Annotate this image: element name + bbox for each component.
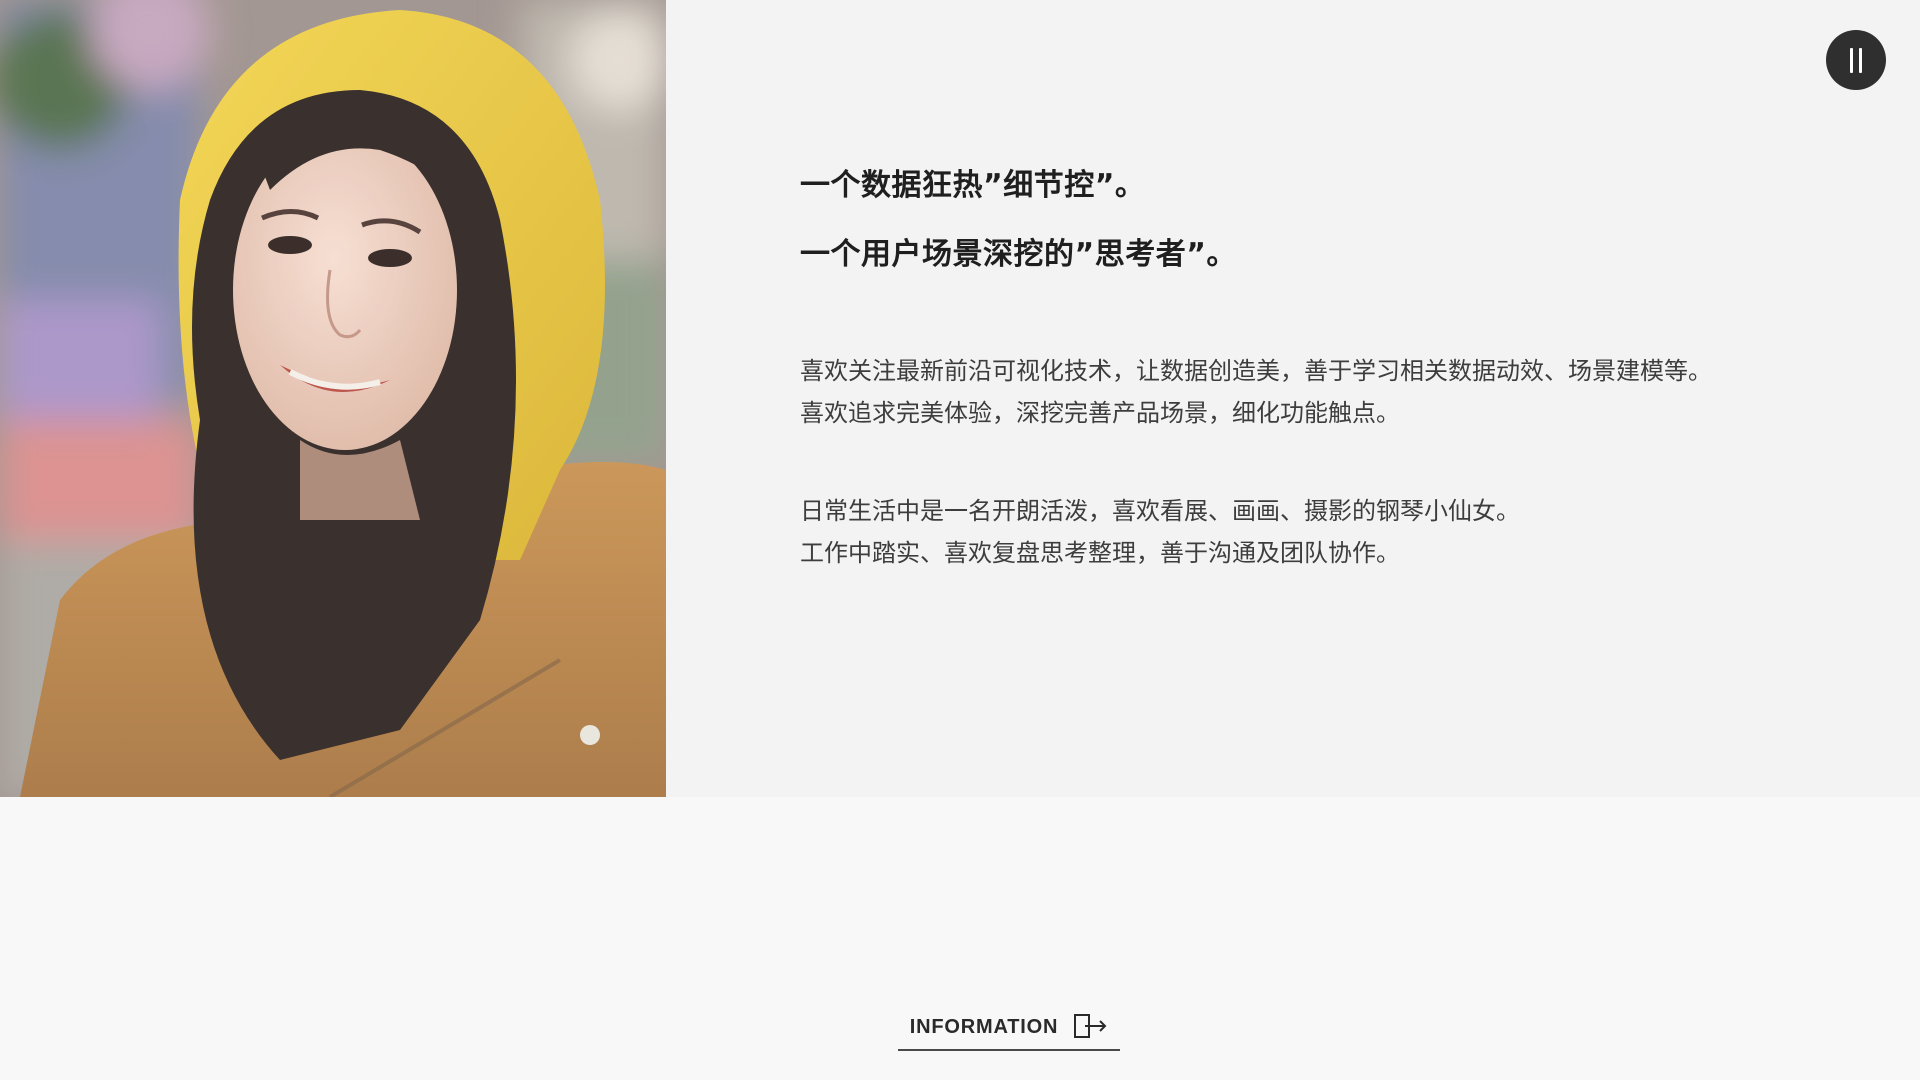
profile-photo-illustration xyxy=(0,0,666,797)
headline-thinker: 一个用户场景深挖的”思考者”。 xyxy=(800,229,1237,273)
pause-icon xyxy=(1850,48,1853,73)
paragraph-line: 日常生活中是一名开朗活泼，喜欢看展、画画、摄影的钢琴小仙女。 xyxy=(800,490,1520,532)
paragraph-line: 喜欢追求完美体验，深挖完善产品场景，细化功能触点。 xyxy=(800,392,1712,434)
intro-paragraph: 喜欢关注最新前沿可视化技术，让数据创造美，善于学习相关数据动效、场景建模等。 喜… xyxy=(800,350,1712,434)
paragraph-line: 工作中踏实、喜欢复盘思考整理，善于沟通及团队协作。 xyxy=(800,532,1520,574)
personal-paragraph: 日常生活中是一名开朗活泼，喜欢看展、画画、摄影的钢琴小仙女。 工作中踏实、喜欢复… xyxy=(800,490,1520,574)
information-link[interactable]: INFORMATION xyxy=(898,1006,1120,1051)
paragraph-line: 喜欢关注最新前沿可视化技术，让数据创造美，善于学习相关数据动效、场景建模等。 xyxy=(800,350,1712,392)
exit-arrow-icon xyxy=(1074,1014,1108,1042)
pause-icon-bar xyxy=(1859,48,1862,73)
headline-detail: 一个数据狂热”细节控”。 xyxy=(800,160,1145,204)
profile-photo xyxy=(0,0,666,797)
pause-button[interactable] xyxy=(1826,30,1886,90)
information-label: INFORMATION xyxy=(910,1016,1058,1039)
